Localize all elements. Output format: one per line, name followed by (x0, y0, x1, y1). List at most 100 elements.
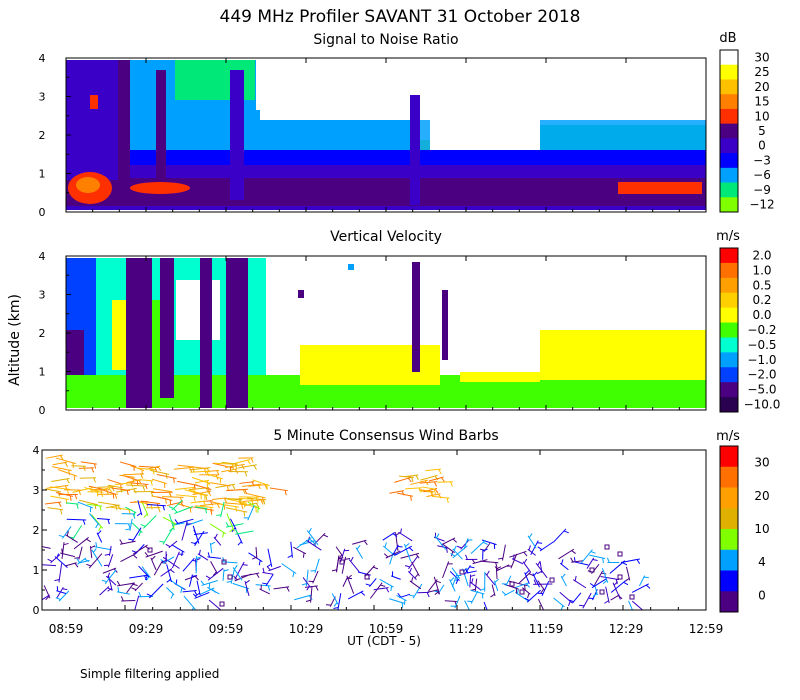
wind-barb (88, 485, 104, 490)
wind-colorbar-label: 20 (754, 489, 769, 503)
wind-barb (239, 481, 255, 484)
wind-barb (61, 526, 72, 539)
wind-barb (57, 469, 78, 477)
x-tick-label: 11:29 (449, 622, 484, 636)
wind-barb (52, 461, 68, 466)
wind-barb-feather (623, 581, 629, 586)
vel-colorbar-swatch (720, 262, 738, 279)
wind-barb (409, 580, 422, 590)
wind-barb (234, 561, 245, 580)
x-tick-label: 10:59 (369, 622, 404, 636)
wind-barb (483, 601, 488, 610)
wind-barb (97, 485, 115, 488)
wind-barb-feather (400, 528, 402, 534)
wind-barb-feather (62, 588, 68, 591)
wind-barb (582, 592, 592, 609)
wind-barb-feather (338, 554, 343, 560)
wind-barb (89, 513, 100, 526)
wind-barb-feather (93, 463, 97, 469)
velocity-dot-a (348, 264, 354, 270)
snr-y-tick-label: 0 (39, 206, 46, 219)
wind-barb-feather (408, 547, 414, 552)
wind-barb (46, 484, 69, 489)
wind-barb (116, 591, 131, 595)
wind-barb (390, 575, 401, 580)
wind-barb (526, 589, 542, 603)
wind-barb-feather (622, 562, 628, 566)
wind-barb (449, 579, 456, 592)
wind-barb (626, 566, 631, 581)
wind-barb (56, 590, 67, 595)
wind-barb-feather (308, 538, 314, 543)
wind-barb (162, 556, 175, 564)
wind-barb (425, 468, 442, 472)
x-tick-label: 12:29 (609, 622, 644, 636)
wind-barb-feather (579, 604, 585, 607)
wind-barb (51, 466, 72, 472)
wind-barb-feather (47, 558, 53, 562)
snr-colorbar-label: 15 (754, 95, 769, 109)
wind-barb-feather (117, 505, 122, 510)
wind-barb-feather (220, 611, 222, 616)
wind-barb (470, 589, 485, 595)
wind-barb (197, 553, 209, 561)
wind-barb (232, 459, 251, 465)
wind-barb (552, 528, 567, 543)
wind-barb-feather (169, 499, 172, 505)
wind-barb-feather (206, 471, 210, 477)
wind-barb-feather (410, 495, 412, 501)
wind-barb (346, 575, 355, 594)
wind-barb-feather (241, 504, 244, 510)
wind-barb (628, 600, 633, 610)
wind-barb (186, 519, 203, 526)
wind-barb-feather (64, 462, 69, 468)
wind-barb-feather (305, 599, 311, 602)
wind-barb-feather (453, 545, 457, 551)
wind-barb (199, 502, 221, 507)
wind-barb (162, 528, 173, 545)
wind-barb (189, 574, 193, 587)
x-axis-label: UT (CDT - 5) (347, 634, 421, 648)
wind-barb (593, 570, 604, 586)
wind-barb (210, 561, 218, 574)
wind-barb (470, 590, 479, 604)
wind-barb-feather (173, 477, 175, 483)
wind-barb-feather (252, 556, 257, 560)
wind-barb (207, 587, 220, 595)
wind-barb-feather (450, 577, 455, 582)
wind-barb (504, 589, 515, 596)
wind-barb-feather (168, 505, 174, 510)
wind-barb (126, 582, 135, 594)
wind-barb (398, 531, 413, 542)
wind-barb-feather (193, 540, 199, 545)
wind-barb-feather (138, 591, 142, 597)
wind-barb-feather (95, 523, 99, 529)
wind-barb-feather (194, 575, 199, 581)
wind-barb-feather (590, 551, 596, 554)
wind-barb (190, 470, 210, 473)
wind-barb-feather (210, 509, 213, 515)
wind-barb-feather (490, 593, 495, 598)
vel-colorbar-swatch (720, 322, 738, 338)
wind-barb-feather (180, 587, 183, 593)
wind-panel-title: 5 Minute Consensus Wind Barbs (273, 428, 498, 444)
wind-barb (594, 584, 598, 596)
wind-barb (410, 561, 420, 577)
wind-barb (428, 476, 444, 482)
wind-barb (273, 586, 290, 590)
wind-barb (527, 548, 536, 556)
wind-barb (571, 560, 583, 563)
wind-barb-feather (150, 480, 153, 486)
wind-barb (237, 464, 257, 469)
wind-barb-feather (55, 597, 61, 601)
wind-barb (389, 598, 405, 604)
wind-barb-feather (193, 496, 196, 502)
vel-colorbar-label: −0.5 (747, 338, 776, 352)
wind-barb (510, 553, 518, 569)
wind-barb-feather (119, 539, 123, 545)
wind-barb-feather (226, 485, 229, 491)
wind-barb (50, 554, 61, 564)
wind-barb-feather (194, 590, 198, 596)
wind-barb (190, 500, 206, 504)
